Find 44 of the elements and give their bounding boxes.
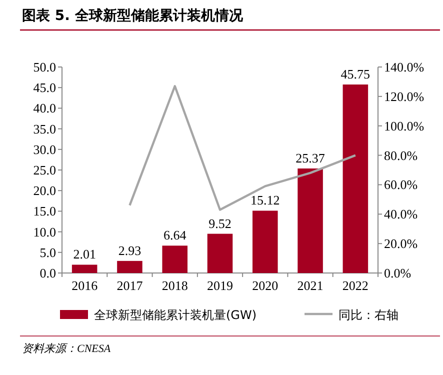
x-tick-label: 2018 [162,278,188,293]
data-label: 2.93 [118,242,142,258]
data-label: 6.64 [163,228,187,243]
data-label: 2.01 [73,246,96,262]
y2-tick-label: 60.0% [384,177,418,192]
y-tick-label: 50.0 [33,60,56,74]
y-tick-label: 25.0 [33,162,56,178]
y2-tick-label: 80.0% [384,148,418,163]
data-label: 15.12 [250,192,280,208]
data-label: 9.52 [208,216,232,231]
y-tick-label: 30.0 [33,142,56,157]
bar [162,246,188,273]
y-tick-label: 20.0 [33,183,56,198]
legend-label: 同比：右轴 [338,308,399,322]
y2-tick-label: 0.0% [384,266,412,280]
data-label: 45.75 [340,66,370,82]
y-tick-label: 5.0 [40,244,56,260]
bar [207,234,233,273]
y-tick-label: 35.0 [33,121,56,136]
bar [342,84,368,273]
y-tick-label: 40.0 [33,100,56,116]
x-tick-label: 2021 [297,278,324,293]
y-tick-label: 15.0 [33,204,56,219]
x-tick-label: 2020 [252,278,278,293]
title: 图表 5. 全球新型储能累计装机情况 [22,8,243,24]
y2-tick-label: 40.0% [384,206,418,222]
x-tick-label: 2019 [207,278,233,293]
y2-tick-label: 140.0% [384,60,424,74]
x-tick-label: 2016 [72,278,98,293]
bar [298,168,323,273]
y-tick-label: 10.0 [33,224,56,240]
y-tick-label: 0.0 [40,266,56,280]
x-tick-label: 2017 [116,278,144,293]
text: 资料来源：CNESA [22,342,111,355]
y2-tick-label: 100.0% [384,118,424,134]
legend-label: 全球新型储能累计装机量(GW) [94,308,257,322]
bar [72,264,98,273]
x-tick-label: 2022 [342,278,368,293]
y2-tick-label: 20.0% [384,236,418,252]
y2-tick-label: 120.0% [384,88,424,104]
bar [252,210,278,273]
bar [117,260,142,273]
data-label: 25.37 [296,150,326,166]
y-tick-label: 45.0 [33,80,56,96]
